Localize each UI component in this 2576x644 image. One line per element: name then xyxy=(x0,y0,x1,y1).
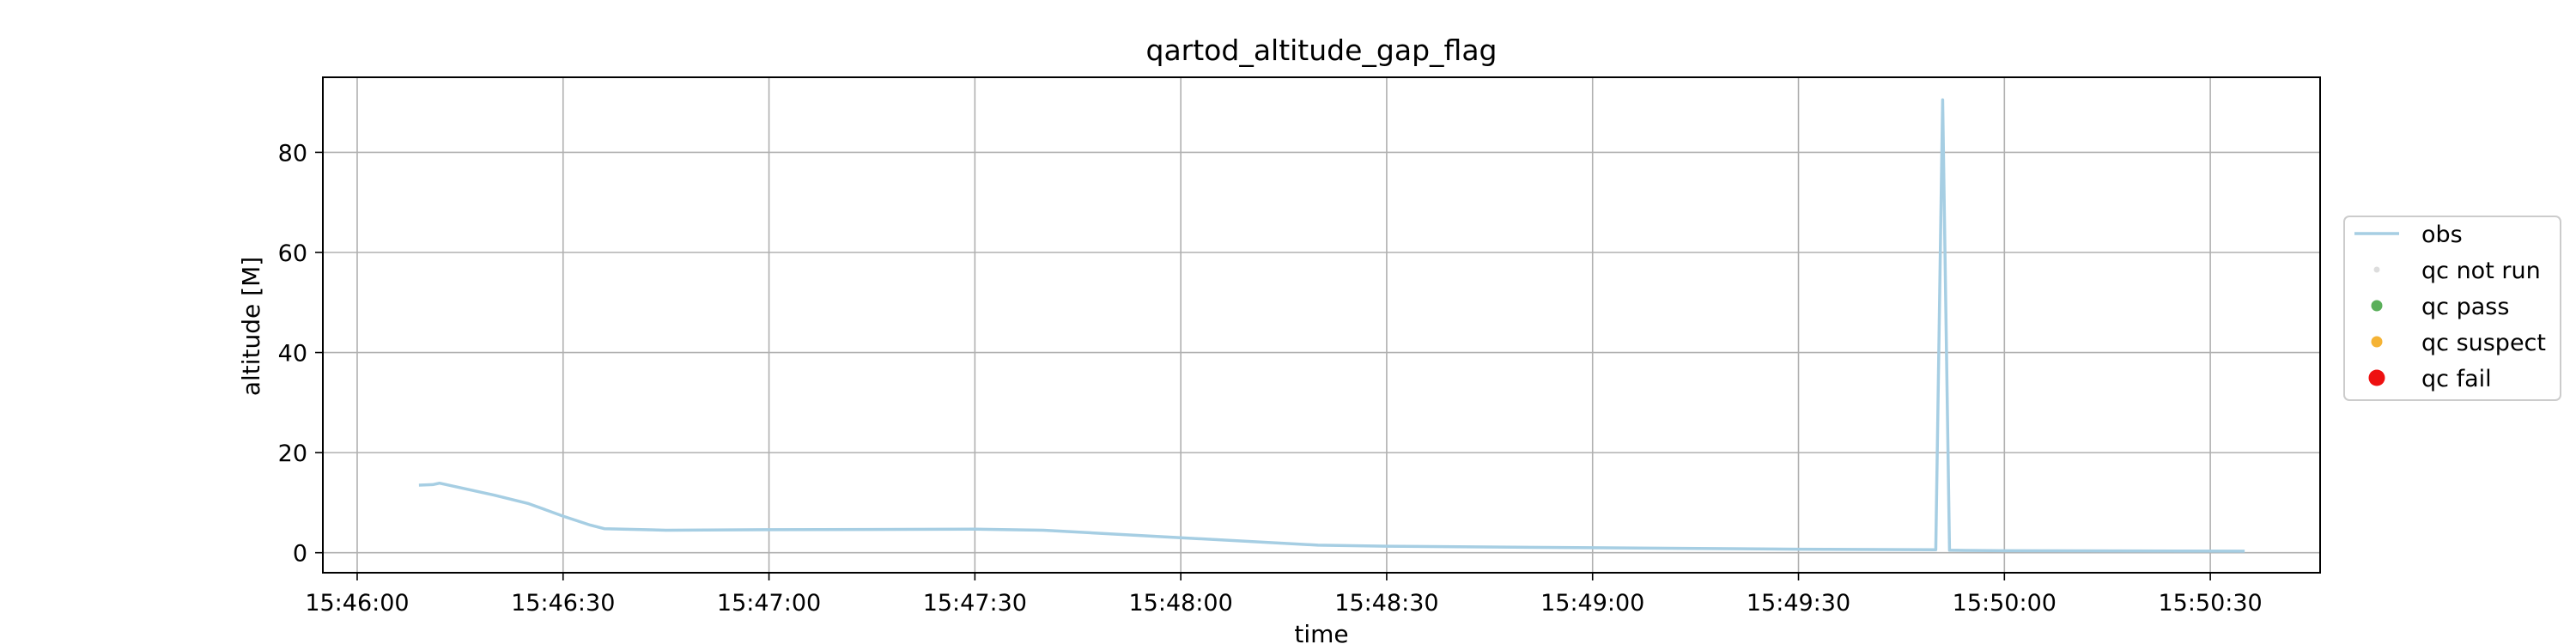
y-tick-label: 20 xyxy=(278,440,307,467)
chart-title: qartod_altitude_gap_flag xyxy=(1146,33,1498,67)
y-tick-label: 80 xyxy=(278,140,307,167)
x-axis-label: time xyxy=(1294,620,1348,644)
legend-swatch-marker xyxy=(2371,336,2383,348)
legend-swatch-marker xyxy=(2373,266,2380,273)
axes-frame xyxy=(322,76,2321,574)
legend-swatch-marker xyxy=(2371,300,2383,312)
legend-label: qc not run xyxy=(2421,258,2541,284)
grid xyxy=(323,77,2320,573)
legend: obs qc not run qc pass qc suspect qc fail xyxy=(2343,216,2561,401)
x-tick-label: 15:47:00 xyxy=(717,590,821,617)
legend-item: qc pass xyxy=(2371,294,2509,320)
x-tick-label: 15:47:30 xyxy=(923,590,1027,617)
legend-item: qc suspect xyxy=(2371,330,2546,356)
legend-label: qc pass xyxy=(2421,294,2509,320)
y-tick-label: 60 xyxy=(278,240,307,267)
x-tick-label: 15:49:30 xyxy=(1747,590,1850,617)
legend-label: qc suspect xyxy=(2421,330,2546,356)
y-tick-label: 40 xyxy=(278,341,307,368)
y-tick-label: 0 xyxy=(293,541,307,568)
x-tick-label: 15:46:00 xyxy=(305,590,409,617)
legend-label: qc fail xyxy=(2421,366,2492,392)
axis-ticks: 15:46:00 15:46:30 15:47:00 15:47:30 15:48:00… xyxy=(278,140,2263,617)
series-line-obs xyxy=(418,98,2245,553)
legend-swatch-marker xyxy=(2368,369,2385,386)
x-tick-label: 15:49:00 xyxy=(1540,590,1644,617)
plot-area xyxy=(418,98,2245,553)
legend-item: qc fail xyxy=(2368,366,2492,392)
x-tick-label: 15:50:00 xyxy=(1953,590,2057,617)
y-axis-label: altitude [M] xyxy=(237,257,265,396)
x-tick-label: 15:50:30 xyxy=(2158,590,2262,617)
x-tick-label: 15:48:00 xyxy=(1129,590,1233,617)
legend-frame xyxy=(2343,216,2561,401)
legend-item: qc not run xyxy=(2373,258,2541,284)
legend-label: obs xyxy=(2421,222,2463,248)
x-tick-label: 15:48:30 xyxy=(1334,590,1438,617)
legend-item: obs xyxy=(2354,222,2463,248)
x-tick-label: 15:46:30 xyxy=(511,590,615,617)
